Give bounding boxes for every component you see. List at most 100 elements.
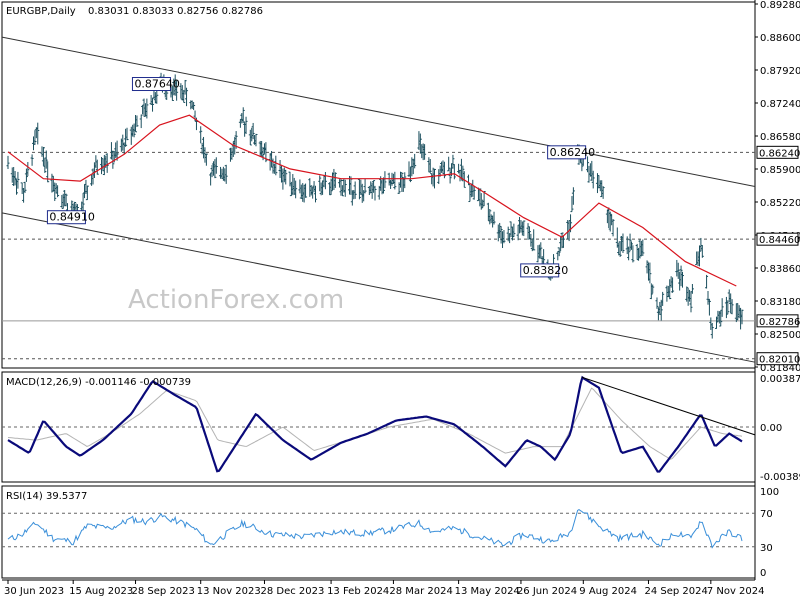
ohlc-bar [499, 225, 503, 244]
ohlc-bar [601, 186, 605, 199]
ohlc-bar [611, 219, 615, 237]
ohlc-bar [13, 171, 17, 186]
price-tag-text: 0.84460 [759, 235, 800, 246]
ohlc-bar [105, 153, 109, 173]
ohlc-bar [214, 157, 218, 174]
price-tag: 0.82786 [756, 314, 800, 328]
rsi-panel: RSI(14) 39.5377 [2, 491, 755, 549]
ohlc-bar [254, 133, 258, 147]
ohlc-bar [671, 277, 675, 293]
ohlc-bar [204, 153, 208, 166]
ohlc-bar [560, 232, 564, 249]
ohlc-bar [213, 159, 217, 179]
ohlc-bar [111, 150, 115, 169]
ohlc-bar [627, 246, 631, 261]
ohlc-bar [608, 211, 612, 232]
ohlc-bar [618, 241, 622, 257]
ohlc-bar [586, 156, 590, 173]
ohlc-bar [707, 298, 711, 316]
macd-tick-label: -0.003894 [760, 472, 800, 483]
ohlc-bar [199, 126, 203, 144]
ohlc-bar [648, 262, 652, 284]
ohlc-bar [621, 233, 625, 253]
ohlc-bar [44, 150, 48, 169]
ohlc-bar [23, 181, 27, 193]
x-tick-label: 28 Dec 2023 [260, 586, 324, 597]
ohlc-bar [329, 178, 333, 196]
ohlc-bar [393, 171, 397, 190]
ohlc-bar [339, 178, 343, 196]
swing-label-box [46, 210, 86, 225]
ohlc-bar [689, 291, 693, 313]
ohlc-bar [36, 122, 40, 145]
x-tick-label: 13 Nov 2023 [197, 586, 261, 597]
ohlc-bar [645, 260, 649, 274]
x-tick-label: 30 Jun 2023 [4, 586, 64, 597]
price-tick-label: 0.88600 [760, 33, 800, 44]
swing-label-text: 0.84910 [49, 211, 95, 224]
ohlc-bar [56, 185, 60, 198]
ohlc-bar [655, 297, 659, 309]
price-tick-label: 0.87920 [760, 66, 800, 77]
x-tick-label: 9 Aug 2024 [579, 586, 637, 597]
ohlc-bar [6, 155, 10, 169]
price-tag: 0.82010 [756, 352, 800, 366]
ohlc-bar [522, 220, 526, 237]
ohlc-bar [400, 172, 404, 192]
ohlc-bar [125, 127, 129, 141]
ohlc-bar [676, 262, 680, 279]
price-tick-label: 0.89280 [760, 0, 800, 11]
ohlc-bar [680, 271, 684, 288]
x-tick-label: 28 Mar 2024 [389, 586, 452, 597]
ohlc-bar [651, 284, 655, 294]
price-tag-box [756, 145, 799, 159]
x-tick-label: 15 Aug 2023 [69, 586, 133, 597]
ohlc-bar [492, 211, 496, 225]
macd-tick-label: 0.003878 [760, 374, 800, 385]
swing-label-text: 0.87640 [134, 78, 180, 91]
ohlc-bar [318, 175, 322, 192]
ohlc-bar [134, 115, 138, 133]
ohlc-bar [482, 190, 486, 207]
swing-label: 0.86240 [547, 145, 595, 160]
price-tag-text: 0.82786 [759, 317, 800, 328]
ohlc-bar [532, 229, 536, 251]
swing-label-box [547, 145, 587, 160]
rsi-tick-label: 70 [760, 509, 773, 520]
x-tick-label: 7 Nov 2024 [707, 586, 765, 597]
ohlc-bar [24, 168, 28, 182]
rsi-tick-label: 30 [760, 543, 773, 554]
ohlc-bar [433, 168, 437, 189]
ohlc-bar [333, 172, 337, 188]
ohlc-bar [478, 188, 482, 207]
ohlc-bar [304, 183, 308, 198]
ohlc-bar [418, 133, 422, 154]
macd-line [7, 375, 743, 473]
ohlc-bar [95, 159, 99, 175]
x-tick-label: 13 May 2024 [455, 586, 520, 597]
ohlc-bar [659, 299, 663, 321]
ohlc-bar [357, 178, 361, 200]
macd-tick-label: 0.00 [760, 423, 782, 434]
x-tick-label: 28 Sep 2023 [132, 586, 195, 597]
x-tick-label: 13 Feb 2024 [327, 586, 389, 597]
macd-panel: MACD(12,26,9) -0.001146 -0.000739 [2, 375, 756, 473]
ohlc-bar [241, 107, 245, 124]
ohlc-bar [641, 239, 645, 257]
ohlc-bar [561, 235, 565, 248]
ohlc-bar [668, 279, 672, 300]
ohlc-bar [170, 85, 174, 101]
ohlc-bar [64, 193, 68, 207]
ohlc-bar [452, 164, 456, 180]
ohlc-bar [628, 233, 632, 252]
ohlc-bar [685, 286, 689, 302]
swing-label-box [131, 77, 171, 92]
macd-signal-line [7, 387, 743, 460]
ohlc-bar [527, 226, 531, 240]
x-tick-label: 24 Sep 2024 [644, 586, 707, 597]
ohlc-bar [372, 180, 376, 193]
price-tick-label: 0.83180 [760, 297, 800, 308]
ohlc-bar [340, 185, 344, 197]
ohlc-bar [115, 140, 119, 161]
watermark: ActionForex.com [128, 285, 344, 315]
